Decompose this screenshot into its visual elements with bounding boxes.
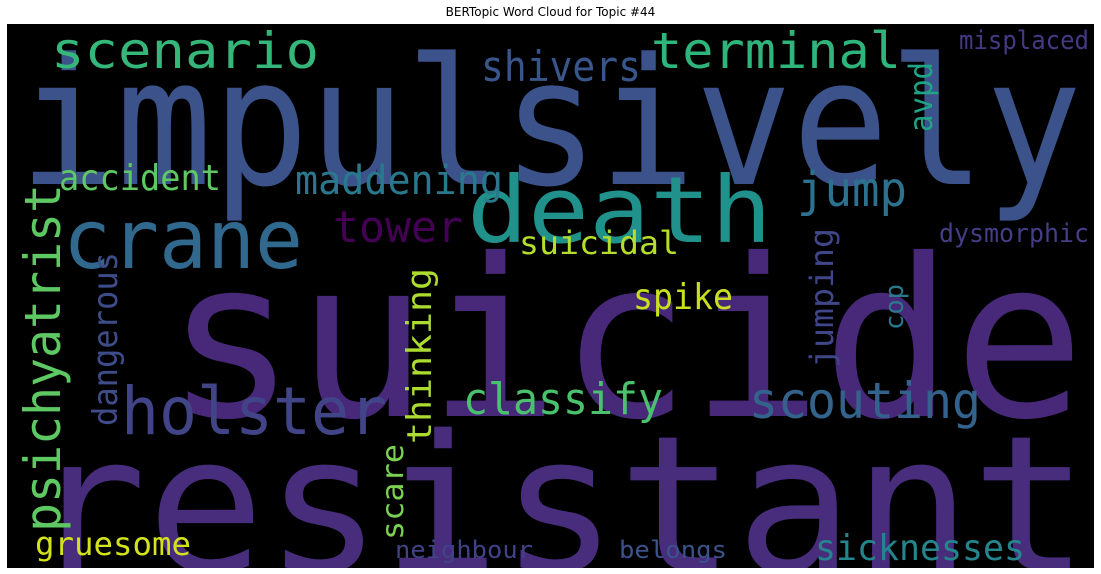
word-jump: jump xyxy=(797,162,907,218)
word-crane: crane xyxy=(63,193,303,288)
cloud-background xyxy=(7,24,1094,568)
word-jumping: jumping xyxy=(803,228,841,368)
word-misplaced: misplaced xyxy=(959,26,1089,56)
word-scenario: scenario xyxy=(51,24,319,80)
word-sicknesses: sicknesses xyxy=(815,528,1025,568)
word-cloud-canvas: impulsively suicide resistant death cran… xyxy=(7,24,1094,568)
word-cloud: impulsively suicide resistant death cran… xyxy=(7,24,1094,568)
word-impulsively: impulsively xyxy=(19,24,1082,226)
word-death: death xyxy=(467,157,772,264)
word-dysmorphic: dysmorphic xyxy=(939,219,1089,249)
word-neighbour: neighbour xyxy=(395,536,533,564)
word-psichyatrist: psichyatrist xyxy=(14,184,72,532)
word-resistant: resistant xyxy=(29,395,1089,568)
word-scouting: scouting xyxy=(749,372,981,430)
word-tower: tower xyxy=(333,202,463,253)
word-scare: scare xyxy=(376,444,411,540)
word-belongs: belongs xyxy=(619,536,727,564)
word-terminal: terminal xyxy=(651,24,901,80)
word-suicide: suicide xyxy=(165,212,1085,468)
word-holster: holster xyxy=(121,373,387,450)
word-dangerous: dangerous xyxy=(86,252,126,426)
word-spike: spike xyxy=(633,277,733,318)
word-gruesome: gruesome xyxy=(35,525,191,563)
word-maddening: maddening xyxy=(295,158,503,204)
word-suicidal: suicidal xyxy=(519,224,679,262)
chart-title: BERTopic Word Cloud for Topic #44 xyxy=(445,5,656,19)
word-thinking: thinking xyxy=(400,268,440,444)
word-shivers: shivers xyxy=(481,42,641,91)
word-accident: accident xyxy=(59,158,221,199)
word-cop: cop xyxy=(880,284,910,330)
word-avpd: avpd xyxy=(902,62,940,132)
word-classify: classify xyxy=(463,374,663,425)
